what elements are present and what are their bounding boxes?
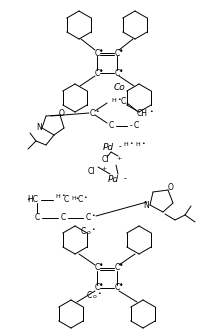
Text: N: N [143,200,149,209]
Text: •: • [97,291,101,296]
Text: Co: Co [114,84,126,93]
Text: •: • [117,97,121,102]
Text: •: • [119,261,123,270]
Text: H: H [56,194,60,199]
Text: +: + [101,166,107,171]
Text: O: O [59,109,65,118]
Text: •: • [119,281,123,290]
Text: C: C [89,109,95,118]
Text: -: - [130,122,132,131]
Text: •: • [119,67,123,76]
Text: C: C [85,213,91,222]
Text: C: C [114,283,120,292]
Text: H: H [136,143,140,148]
Text: C: C [120,97,126,106]
Text: O: O [168,183,174,192]
Text: C: C [114,263,120,272]
Text: N: N [36,124,42,133]
Text: •: • [91,227,95,232]
Text: C: C [114,49,120,58]
Text: •: • [26,197,30,202]
Text: HC: HC [27,195,39,204]
Text: C: C [94,263,100,272]
Text: •: • [99,281,103,290]
Text: C: C [77,195,83,204]
Text: •: • [91,213,95,218]
Text: C: C [60,213,66,222]
Text: •: • [149,109,153,114]
Text: Pd: Pd [107,174,119,183]
Text: Pd: Pd [102,143,114,152]
Text: •: • [129,141,133,146]
Text: H•: H• [72,195,80,200]
Text: CH: CH [137,109,147,118]
Text: o: o [87,229,91,234]
Text: •: • [95,109,99,114]
Text: •: • [99,67,103,76]
Text: C: C [94,69,100,78]
Text: C: C [86,291,92,300]
Text: •: • [141,141,145,146]
Text: •: • [99,261,103,270]
Text: C: C [114,69,120,78]
Text: Cl: Cl [87,166,95,175]
Text: -: - [124,174,126,183]
Text: H: H [112,99,116,104]
Text: -: - [119,143,121,152]
Text: C: C [108,122,114,131]
Text: C: C [63,195,69,204]
Text: C: C [94,283,100,292]
Text: C: C [34,213,40,222]
Text: •: • [83,195,87,200]
Text: •: • [119,47,123,56]
Text: +: + [116,156,122,161]
Text: •: • [99,47,103,56]
Text: o: o [93,293,97,298]
Text: Cl: Cl [101,156,109,165]
Text: H: H [124,143,128,148]
Text: C: C [80,227,86,236]
Text: C: C [133,122,139,131]
Text: C: C [94,49,100,58]
Text: •: • [61,192,65,197]
